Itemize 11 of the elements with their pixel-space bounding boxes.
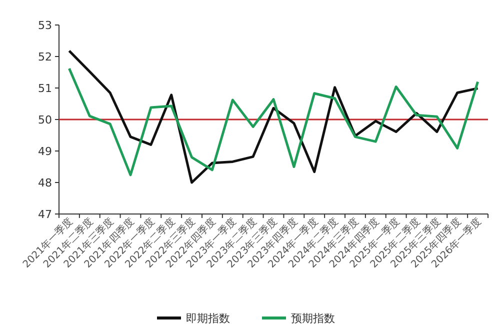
line-series	[68, 67, 480, 176]
y-tick-label: 48	[38, 176, 52, 190]
line-series	[68, 50, 480, 184]
y-tick-label: 49	[38, 145, 52, 158]
legend-label: 即期指数	[186, 312, 230, 325]
y-tick-label: 50	[38, 114, 52, 126]
y-tick-label: 47	[38, 208, 52, 221]
y-tick-label: 53	[38, 19, 52, 32]
y-tick-label: 52	[38, 50, 52, 64]
y-tick-label: 51	[38, 82, 52, 95]
legend-label: 预期指数	[291, 312, 335, 325]
